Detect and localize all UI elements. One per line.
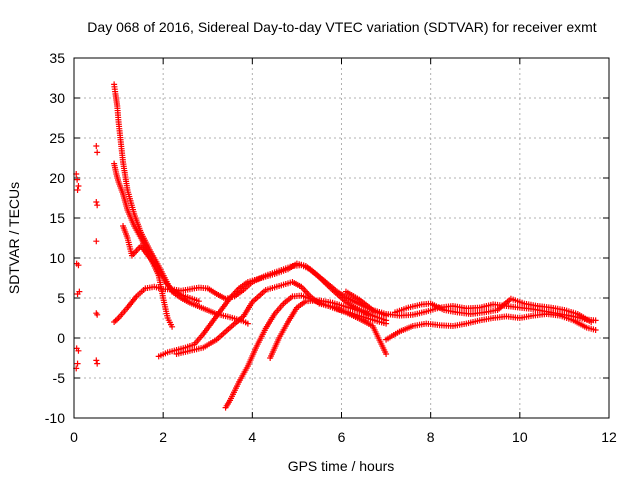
data-point [75,183,82,189]
data-point [75,347,82,354]
x-tick-label: 2 [159,429,167,445]
x-axis-title: GPS time / hours [288,458,395,474]
data-point [76,288,83,295]
data-point [74,187,81,193]
x-tick-label: 4 [248,429,256,445]
data-point [169,323,176,330]
data-point [75,262,82,269]
x-tick-label: 12 [601,429,617,445]
data-point [93,238,100,245]
y-tick-label: 15 [49,210,65,226]
data-point [195,298,202,305]
y-tick-label: -5 [53,370,66,386]
x-tick-label: 0 [70,429,78,445]
data-point [244,320,251,327]
data-point [94,202,101,209]
data-point [383,351,390,357]
y-tick-label: -10 [45,410,65,426]
y-tick-label: 20 [49,170,65,186]
data-point [365,311,372,317]
y-tick-label: 10 [49,250,65,266]
data-point [588,319,595,325]
x-tick-labels: 0 2 4 6 8 10 12 [70,429,617,445]
data-point [74,360,81,367]
y-tick-label: 5 [57,290,65,306]
data-point [93,199,100,205]
data-point [592,317,599,324]
y-tick-labels: -10 -5 0 5 10 15 20 25 30 35 [45,50,65,426]
x-tick-label: 10 [512,429,528,445]
plot-frame [73,57,610,419]
x-tick-label: 6 [338,429,346,445]
x-tick-label: 8 [427,429,435,445]
data-point [74,176,81,183]
y-tick-label: 25 [49,130,65,146]
data-point [93,357,100,364]
data-point [93,143,100,149]
data-point [383,320,390,327]
data-point [592,327,599,333]
y-axis-title: SDTVAR / TECUs [6,182,22,294]
data-point [94,311,101,318]
data-marks [73,81,599,411]
data-point [94,149,101,156]
chart-title: Day 068 of 2016, Sidereal Day-to-day VTE… [87,19,596,35]
y-tick-label: 0 [57,330,65,346]
grid-lines [74,58,609,418]
data-point [94,360,101,367]
y-tick-label: 35 [49,50,65,66]
y-tick-label: 30 [49,90,65,106]
